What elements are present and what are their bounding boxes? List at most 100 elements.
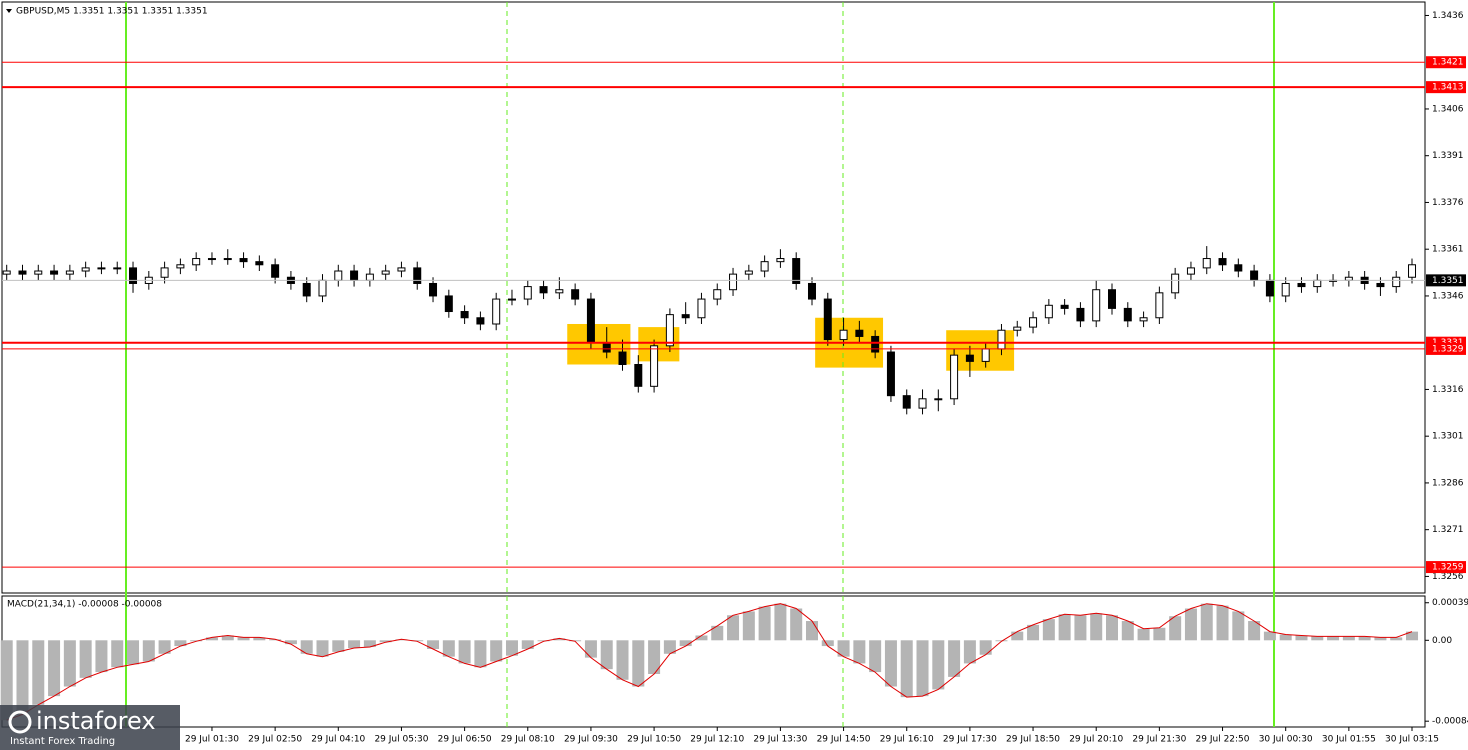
candle-body xyxy=(1092,289,1101,322)
candle-body xyxy=(729,273,738,291)
candle-body xyxy=(1044,304,1053,319)
x-tick-label: 29 Jul 04:10 xyxy=(311,735,365,745)
candle-body xyxy=(81,267,90,272)
macd-bar xyxy=(1279,634,1292,641)
candle-body xyxy=(618,351,627,366)
candle-body xyxy=(1139,317,1148,322)
y-tick-label: 1.3301 xyxy=(1432,432,1464,442)
macd-bar xyxy=(948,640,961,677)
candle-body xyxy=(444,295,453,313)
candle-body xyxy=(334,270,343,281)
macd-bar xyxy=(490,640,503,662)
x-tick-label: 30 Jul 01:55 xyxy=(1322,735,1376,745)
x-tick-label: 29 Jul 10:50 xyxy=(627,735,681,745)
macd-bar xyxy=(1011,631,1024,641)
macd-bar xyxy=(458,640,471,664)
candle-body xyxy=(744,270,753,275)
macd-bar xyxy=(95,640,108,673)
candle-body xyxy=(429,282,438,297)
level-label-box xyxy=(1426,56,1466,69)
macd-bar xyxy=(205,637,218,641)
x-tick-label: 29 Jul 22:50 xyxy=(1196,735,1250,745)
x-tick-label: 29 Jul 13:30 xyxy=(753,735,807,745)
macd-bar xyxy=(1058,614,1071,641)
macd-bar xyxy=(190,640,203,642)
candle-body xyxy=(1108,289,1116,309)
y-tick-label: 1.3316 xyxy=(1432,385,1464,395)
candle-body xyxy=(602,342,611,353)
macd-bar xyxy=(1327,636,1340,641)
y-tick-label: 1.3391 xyxy=(1432,151,1464,161)
macd-title: MACD(21,34,1) -0.00008 -0.00008 xyxy=(7,600,162,610)
candle-body xyxy=(302,282,311,297)
candle-body xyxy=(507,298,516,301)
candle-body xyxy=(918,398,927,409)
macd-bar xyxy=(663,640,676,654)
candle-body xyxy=(397,267,406,272)
candle-body xyxy=(950,354,959,400)
macd-bar xyxy=(63,640,76,687)
candle-body xyxy=(1076,307,1085,322)
candle-body xyxy=(97,267,106,270)
logo: instaforex Instant Forex Trading xyxy=(0,705,180,750)
macd-bar xyxy=(379,640,392,643)
candle-body xyxy=(207,258,216,261)
macd-bar xyxy=(1342,636,1355,641)
x-tick-label: 30 Jul 00:30 xyxy=(1259,735,1313,745)
x-tick-label: 29 Jul 12:10 xyxy=(690,735,744,745)
candle-body xyxy=(1029,317,1038,328)
macd-bar xyxy=(821,640,834,647)
y-tick-label: 1.3361 xyxy=(1432,245,1464,255)
macd-bar xyxy=(963,640,976,664)
candle-body xyxy=(839,329,848,341)
macd-bar xyxy=(1406,631,1419,641)
candle-body xyxy=(223,258,232,261)
macd-bar xyxy=(411,640,424,642)
candle-body xyxy=(886,351,895,397)
candle-body xyxy=(1123,307,1132,322)
candle-body xyxy=(1202,258,1211,269)
candle-body xyxy=(1218,258,1227,266)
y-tick-label: 1.3346 xyxy=(1432,291,1464,301)
candle-body xyxy=(1313,279,1322,288)
candle-body xyxy=(776,258,785,263)
macd-bar xyxy=(900,640,913,698)
macd-y-tick-label: 0.00039 xyxy=(1432,598,1468,608)
macd-bar xyxy=(979,640,992,655)
macd-bar xyxy=(742,611,755,641)
level-label-box xyxy=(1426,342,1466,355)
x-tick-label: 29 Jul 14:50 xyxy=(817,735,871,745)
candle-body xyxy=(413,267,422,284)
candle-body xyxy=(902,395,911,409)
x-tick-label: 29 Jul 02:50 xyxy=(248,735,302,745)
logo-name: instaforex xyxy=(36,707,156,735)
macd-bar xyxy=(837,640,850,657)
macd-y-tick-label: -0.00084 xyxy=(1432,717,1468,727)
candle-body xyxy=(365,273,374,281)
macd-bar xyxy=(284,640,297,645)
y-tick-label: 1.3376 xyxy=(1432,198,1464,208)
macd-bar xyxy=(1311,636,1324,641)
candle-body xyxy=(381,270,390,275)
candle-body xyxy=(981,348,990,362)
candle-body xyxy=(713,289,722,300)
macd-y-tick-label: 0.00 xyxy=(1432,636,1452,646)
macd-bar xyxy=(1153,627,1166,641)
candle-body xyxy=(760,261,769,272)
x-tick-label: 30 Jul 03:15 xyxy=(1385,735,1439,745)
macd-bar xyxy=(79,640,92,678)
candle-body xyxy=(18,270,27,275)
macd-bar xyxy=(1390,637,1403,641)
macd-bar xyxy=(853,640,866,664)
candle-body xyxy=(160,267,169,278)
macd-bar xyxy=(521,640,534,649)
candle-body xyxy=(555,289,564,294)
macd-bar xyxy=(869,640,882,673)
macd-bar xyxy=(1248,621,1261,641)
chart-title: GBPUSD,M5 1.3351 1.3351 1.3351 1.3351 xyxy=(16,7,208,17)
candle-body xyxy=(1186,267,1195,275)
last-price-box xyxy=(1426,274,1466,287)
candle-body xyxy=(113,267,122,270)
macd-bar xyxy=(711,625,724,641)
x-tick-label: 29 Jul 16:10 xyxy=(880,735,934,745)
